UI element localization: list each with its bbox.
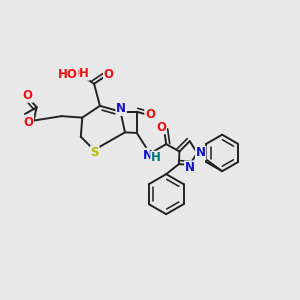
Text: N: N [142,148,153,161]
Text: O: O [104,68,114,80]
Text: O: O [23,116,33,128]
Text: N: N [196,146,206,159]
Text: O: O [156,121,166,134]
Text: O: O [104,67,114,80]
Text: N: N [185,161,195,174]
Text: N: N [116,102,126,115]
Text: O: O [23,89,33,102]
Text: H: H [151,152,161,164]
Text: O: O [145,108,155,121]
Text: S: S [90,146,99,159]
Text: HO: HO [58,68,78,81]
Text: OH: OH [69,67,89,80]
